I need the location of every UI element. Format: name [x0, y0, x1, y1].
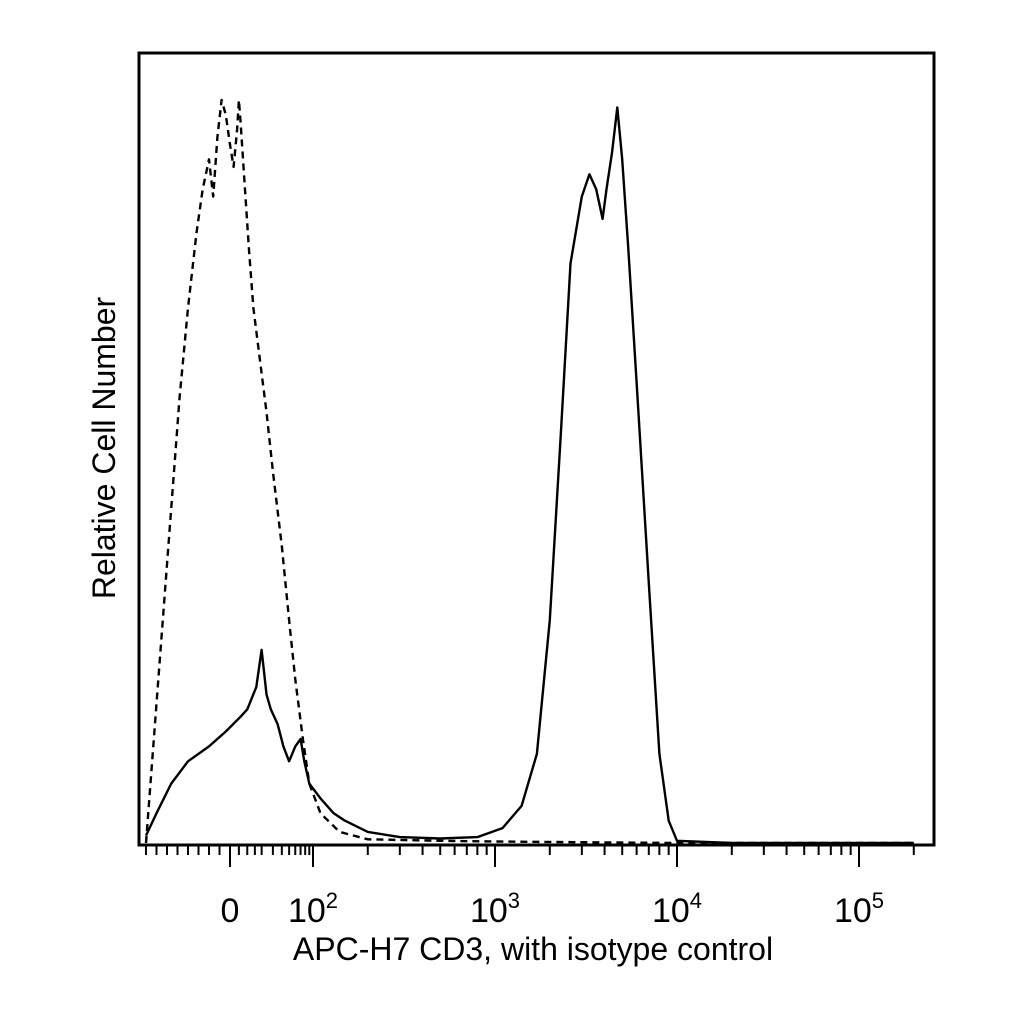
x-tick-label: 105	[834, 888, 884, 930]
x-tick-label: 104	[652, 888, 702, 930]
curves-group	[144, 98, 914, 845]
x-axis-tick-labels: 0 102 103 104 105	[221, 888, 885, 930]
x-tick-label: 0	[221, 892, 240, 930]
x-axis-ticks	[145, 845, 915, 867]
x-tick-label: 103	[470, 888, 520, 930]
x-tick-label: 102	[288, 888, 338, 930]
x-axis-title: APC-H7 CD3, with isotype control	[293, 931, 773, 967]
isotype-control-curve	[144, 98, 914, 845]
cd3-stained-curve	[144, 106, 914, 845]
y-axis-title: Relative Cell Number	[86, 296, 122, 599]
plot-frame	[137, 51, 936, 847]
